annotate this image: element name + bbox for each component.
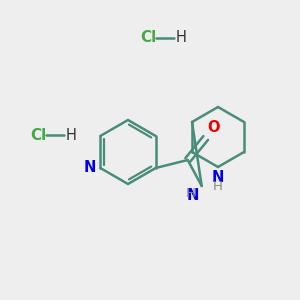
Text: N: N xyxy=(212,170,224,185)
Text: N: N xyxy=(186,188,199,203)
Text: H: H xyxy=(176,31,187,46)
Text: H: H xyxy=(213,180,223,193)
Text: N: N xyxy=(84,160,96,175)
Text: O: O xyxy=(208,120,220,135)
Text: Cl: Cl xyxy=(30,128,46,142)
Text: H: H xyxy=(186,187,196,200)
Text: Cl: Cl xyxy=(140,31,156,46)
Text: H: H xyxy=(66,128,77,142)
